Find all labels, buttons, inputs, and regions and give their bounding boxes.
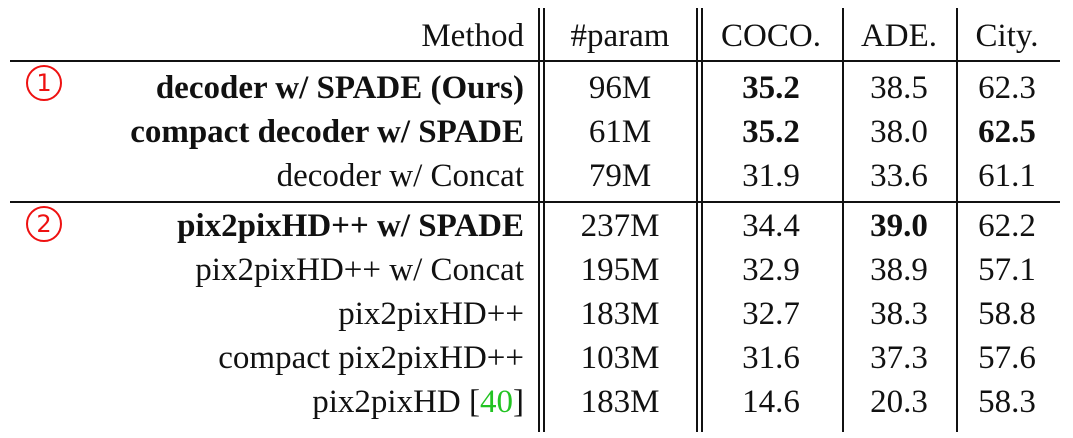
header-coco: COCO. bbox=[721, 18, 821, 54]
method-cell: pix2pixHD++ bbox=[338, 296, 524, 332]
column-divider bbox=[956, 8, 958, 432]
param-cell: 195M bbox=[580, 252, 660, 288]
city-cell: 62.3 bbox=[978, 70, 1036, 106]
city-cell: 57.1 bbox=[978, 252, 1036, 288]
method-cell: compact decoder w/ SPADE bbox=[130, 114, 524, 150]
coco-cell: 31.6 bbox=[742, 340, 800, 376]
header-method: Method bbox=[421, 18, 524, 54]
coco-cell: 32.9 bbox=[742, 252, 800, 288]
city-cell: 62.5 bbox=[978, 114, 1036, 150]
ade-cell: 33.6 bbox=[870, 158, 928, 194]
column-divider bbox=[543, 8, 545, 432]
city-cell: 61.1 bbox=[978, 158, 1036, 194]
param-cell: 96M bbox=[588, 70, 652, 106]
coco-cell: 31.9 bbox=[742, 158, 800, 194]
header-rule bbox=[10, 60, 1060, 62]
column-divider bbox=[842, 8, 844, 432]
coco-cell: 35.2 bbox=[742, 70, 800, 106]
city-cell: 57.6 bbox=[978, 340, 1036, 376]
coco-cell: 32.7 bbox=[742, 296, 800, 332]
param-cell: 237M bbox=[580, 208, 660, 244]
method-cell: pix2pixHD++ w/ Concat bbox=[195, 252, 524, 288]
method-cell: pix2pixHD++ w/ SPADE bbox=[177, 208, 524, 244]
method-text: pix2pixHD [ bbox=[312, 384, 480, 420]
coco-cell: 34.4 bbox=[742, 208, 800, 244]
header-ade: ADE. bbox=[860, 18, 938, 54]
column-divider bbox=[701, 8, 703, 432]
method-cell: decoder w/ Concat bbox=[276, 158, 524, 194]
group-marker-2: 2 bbox=[26, 206, 62, 242]
param-cell: 61M bbox=[588, 114, 652, 150]
ade-cell: 37.3 bbox=[870, 340, 928, 376]
ade-cell: 38.5 bbox=[870, 70, 928, 106]
citation-link[interactable]: 40 bbox=[480, 384, 513, 420]
method-text-tail: ] bbox=[513, 384, 524, 420]
coco-cell: 14.6 bbox=[742, 384, 800, 420]
city-cell: 58.3 bbox=[978, 384, 1036, 420]
coco-cell: 35.2 bbox=[742, 114, 800, 150]
method-cell: decoder w/ SPADE (Ours) bbox=[155, 70, 524, 106]
city-cell: 58.8 bbox=[978, 296, 1036, 332]
ade-cell: 39.0 bbox=[870, 208, 928, 244]
param-cell: 103M bbox=[580, 340, 660, 376]
header-city: City. bbox=[975, 18, 1039, 54]
group-marker-1: 1 bbox=[26, 65, 62, 101]
group-rule bbox=[10, 201, 1060, 203]
param-cell: 183M bbox=[580, 384, 660, 420]
param-cell: 183M bbox=[580, 296, 660, 332]
ade-cell: 38.9 bbox=[870, 252, 928, 288]
ade-cell: 38.0 bbox=[870, 114, 928, 150]
method-cell: compact pix2pixHD++ bbox=[218, 340, 524, 376]
param-cell: 79M bbox=[588, 158, 652, 194]
ade-cell: 38.3 bbox=[870, 296, 928, 332]
header-param: #param bbox=[570, 18, 670, 54]
method-cell: pix2pixHD [40] bbox=[60, 380, 524, 424]
column-divider bbox=[696, 8, 698, 432]
ade-cell: 20.3 bbox=[870, 384, 928, 420]
city-cell: 62.2 bbox=[978, 208, 1036, 244]
column-divider bbox=[538, 8, 540, 432]
